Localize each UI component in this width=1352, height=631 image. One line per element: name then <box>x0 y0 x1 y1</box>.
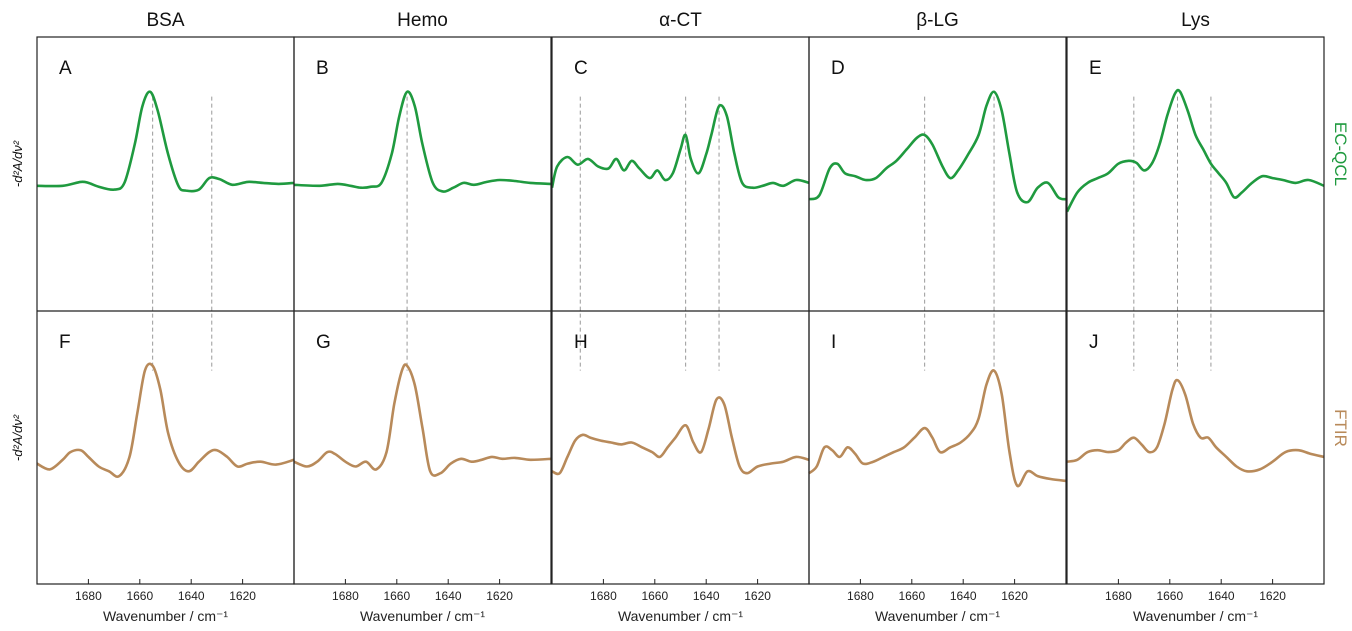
panel-letter: C <box>574 58 588 79</box>
row-label: FTIR <box>1331 409 1350 447</box>
spectrum-line-c <box>550 103 810 190</box>
spectrum-line-j <box>1066 378 1325 473</box>
spectrum-line-b <box>293 90 552 193</box>
spectrum-line-g <box>293 363 552 477</box>
spectrum-line-i <box>808 369 1067 488</box>
panel-letter: G <box>316 332 331 353</box>
column-title: Lys <box>1181 10 1210 31</box>
x-tick-label: 1620 <box>486 589 513 603</box>
panel-letter: J <box>1089 332 1099 353</box>
x-tick-label: 1680 <box>847 589 874 603</box>
x-axis-label: Wavenumber / cm⁻¹ <box>103 608 228 624</box>
x-tick-label: 1680 <box>75 589 102 603</box>
panel-letter: I <box>831 332 836 353</box>
x-tick-label: 1680 <box>332 589 359 603</box>
x-axis-label: Wavenumber / cm⁻¹ <box>1133 608 1258 624</box>
column-title: BSA <box>146 10 184 31</box>
column-title: Hemo <box>397 10 448 31</box>
spectrum-line-f <box>36 362 295 478</box>
panel-frames <box>36 36 1325 585</box>
column-title: α-CT <box>659 10 702 31</box>
panel-letter: E <box>1089 58 1102 79</box>
panel-letter: F <box>59 332 71 353</box>
x-tick-label: 1660 <box>641 589 668 603</box>
column-title: β-LG <box>916 10 959 31</box>
x-tick-label: 1640 <box>178 589 205 603</box>
y-axis-label: -d²A/dν² <box>10 140 25 187</box>
x-tick-label: 1620 <box>1259 589 1286 603</box>
panel-letter: H <box>574 332 588 353</box>
x-tick-label: 1620 <box>1001 589 1028 603</box>
row-labels: -d²A/dν² EC-QCL -d²A/dν² FTIR <box>10 122 1350 461</box>
x-tick-label: 1620 <box>229 589 256 603</box>
spectrum-line-d <box>808 90 1067 204</box>
x-tick-label: 1640 <box>435 589 462 603</box>
x-tick-label: 1660 <box>383 589 410 603</box>
y-axis-label: -d²A/dν² <box>10 414 25 461</box>
x-tick-label: 1620 <box>744 589 771 603</box>
spectrum-line-e <box>1065 88 1325 213</box>
row-label: EC-QCL <box>1331 122 1350 186</box>
panel-letters: A B C D E F G H I J <box>59 58 1102 353</box>
spectrum-line-h <box>551 396 810 476</box>
x-tick-label: 1640 <box>1208 589 1235 603</box>
column-titles: BSA Hemo α-CT β-LG Lys <box>146 10 1209 31</box>
x-axis-label: Wavenumber / cm⁻¹ <box>360 608 485 624</box>
x-tick-label: 1680 <box>1105 589 1132 603</box>
spectrum-line-a <box>36 90 295 193</box>
x-axis-label: Wavenumber / cm⁻¹ <box>618 608 743 624</box>
panel-letter: D <box>831 58 845 79</box>
x-tick-label: 1660 <box>126 589 153 603</box>
x-tick-label: 1640 <box>693 589 720 603</box>
spectra-curves <box>36 88 1325 488</box>
x-tick-label: 1660 <box>1156 589 1183 603</box>
x-tick-label: 1680 <box>590 589 617 603</box>
panel-letter: B <box>316 58 329 79</box>
panel-letter: A <box>59 58 72 79</box>
x-tick-label: 1640 <box>950 589 977 603</box>
x-tick-label: 1660 <box>898 589 925 603</box>
x-axis-label: Wavenumber / cm⁻¹ <box>875 608 1000 624</box>
guide-lines <box>152 96 1212 371</box>
